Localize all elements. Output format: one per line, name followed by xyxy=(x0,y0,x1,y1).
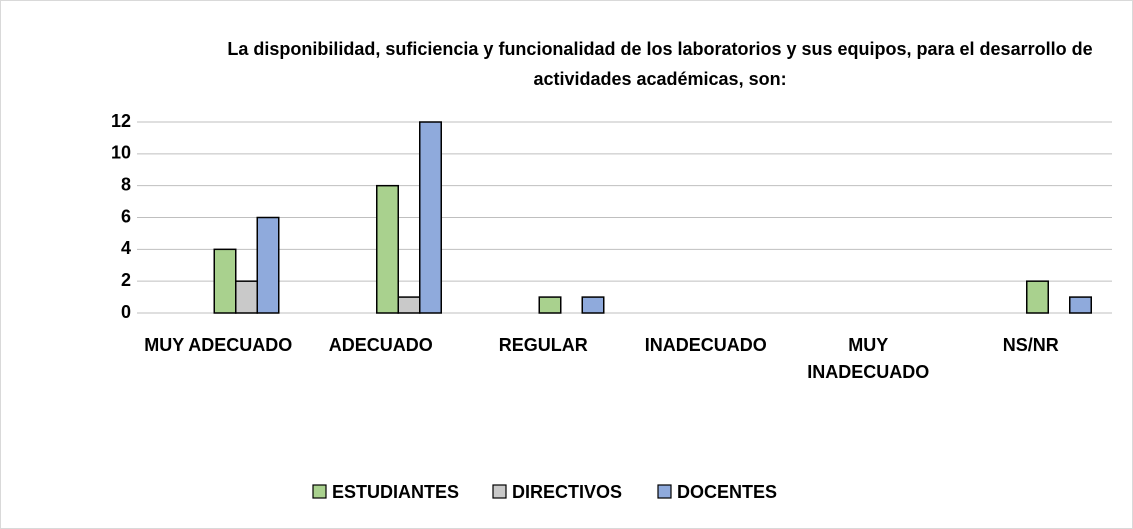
legend-swatch xyxy=(312,484,327,499)
bar xyxy=(376,184,399,314)
x-tick-label: MUY ADECUADO xyxy=(144,335,293,355)
y-tick-label: 4 xyxy=(121,238,131,258)
legend-swatch xyxy=(657,484,672,499)
legend-label: ESTUDIANTES xyxy=(332,482,459,502)
y-tick-label: 8 xyxy=(121,174,131,194)
chart-title: La disponibilidad, suficiencia y funcion… xyxy=(227,39,1093,89)
bar xyxy=(235,280,258,314)
legend-swatch xyxy=(492,484,507,499)
legend-label: DIRECTIVOS xyxy=(512,482,622,502)
bar xyxy=(538,296,562,314)
y-tick-label: 10 xyxy=(111,143,131,163)
x-tick-label: REGULAR xyxy=(498,335,588,355)
bar xyxy=(581,296,605,314)
bar xyxy=(419,121,442,314)
x-tick-label: NS/NR xyxy=(1002,335,1059,355)
y-tick-label: 0 xyxy=(121,302,131,322)
bar xyxy=(397,296,421,314)
legend-label: DOCENTES xyxy=(677,482,777,502)
bar xyxy=(1069,296,1092,314)
x-tick-label: ADECUADO xyxy=(328,335,433,355)
x-tick-label: INADECUADO xyxy=(644,335,767,355)
bar xyxy=(256,216,280,314)
y-tick-label: 6 xyxy=(121,206,131,226)
x-tick-label: MUY INADECUADO xyxy=(807,335,930,382)
bar xyxy=(1026,280,1049,314)
y-tick-label: 2 xyxy=(121,270,131,290)
y-tick-label: 12 xyxy=(111,111,131,131)
bar xyxy=(213,248,237,314)
